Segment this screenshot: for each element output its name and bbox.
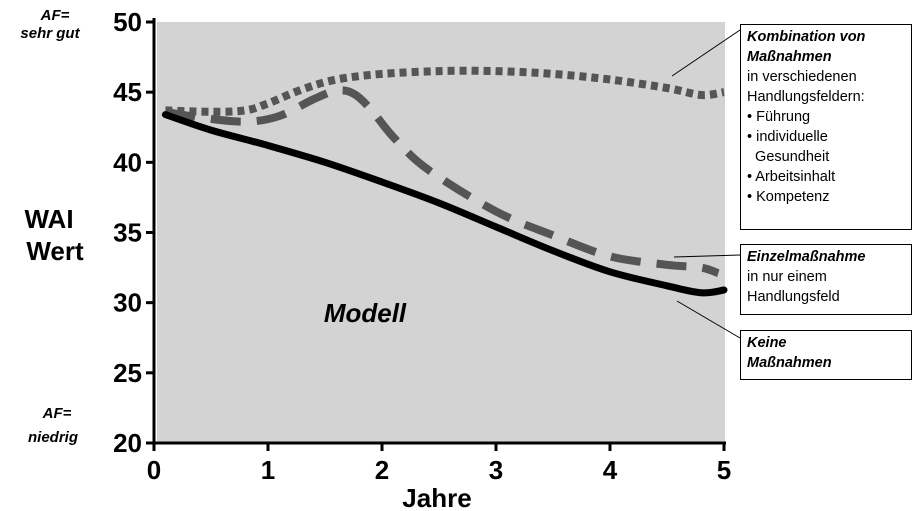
annotation-kombination: Kombination von Maßnahmen in verschieden…: [740, 24, 912, 230]
y-bottom-note-line2: niedrig: [28, 429, 78, 446]
annotation-kombination-line-4: • individuelle: [747, 129, 828, 145]
series-line-keine: [161, 111, 728, 297]
annotation-einzel-line-1: in nur einem: [747, 269, 827, 285]
y-top-note-line1: AF=: [40, 7, 70, 24]
y-axis-label-line1: WAI: [24, 204, 73, 234]
leader-line-keine: [676, 300, 741, 339]
annotation-einzel-title: Einzelmaßnahme: [747, 249, 866, 265]
annotation-kombination-title-2: Maßnahmen: [747, 49, 832, 65]
annotation-keine-title-1: Keine: [747, 335, 787, 351]
x-tick-label: 0: [147, 455, 161, 485]
leader-line-einzel: [673, 254, 741, 258]
series-line-kombination: [165, 66, 725, 116]
annotation-kombination-title-1: Kombination von: [747, 29, 866, 45]
annotation-kombination-line-6: • Arbeitsinhalt: [747, 169, 836, 185]
x-tick-label: 5: [717, 455, 731, 485]
y-bottom-note-line1: AF=: [42, 405, 72, 422]
y-tick-label: 35: [113, 218, 142, 248]
y-tick-label: 40: [113, 147, 142, 177]
annotation-kombination-line-3: • Führung: [747, 109, 811, 125]
plot-model-label: Modell: [324, 298, 407, 328]
x-tick-label: 1: [261, 455, 275, 485]
annotation-einzel-line-2: Handlungsfeld: [747, 289, 840, 305]
series-line-einzel: [164, 86, 720, 278]
annotation-keine: Keine Maßnahmen: [740, 330, 912, 380]
x-axis-label: Jahre: [402, 483, 471, 511]
y-tick-label: 50: [113, 7, 142, 37]
leader-line-kombination: [671, 29, 741, 77]
y-axis-label-line2: Wert: [26, 236, 84, 266]
annotation-kombination-line-1: in verschiedenen: [747, 69, 857, 85]
x-tick-label: 4: [603, 455, 618, 485]
annotation-keine-title-2: Maßnahmen: [747, 355, 832, 371]
x-tick-label: 2: [375, 455, 389, 485]
y-tick-label: 30: [113, 288, 142, 318]
plot-area: [157, 22, 725, 442]
y-tick-label: 20: [113, 428, 142, 458]
annotation-kombination-line-2: Handlungsfeldern:: [747, 89, 865, 105]
annotation-einzel: Einzelmaßnahme in nur einem Handlungsfel…: [740, 244, 912, 315]
y-tick-label: 25: [113, 358, 142, 388]
series-layer: [161, 66, 728, 297]
y-tick-label: 45: [113, 77, 142, 107]
annotation-kombination-line-7: • Kompetenz: [747, 189, 830, 205]
y-top-note-line2: sehr gut: [20, 25, 80, 42]
annotation-kombination-line-5: Gesundheit: [747, 149, 830, 165]
x-tick-label: 3: [489, 455, 503, 485]
